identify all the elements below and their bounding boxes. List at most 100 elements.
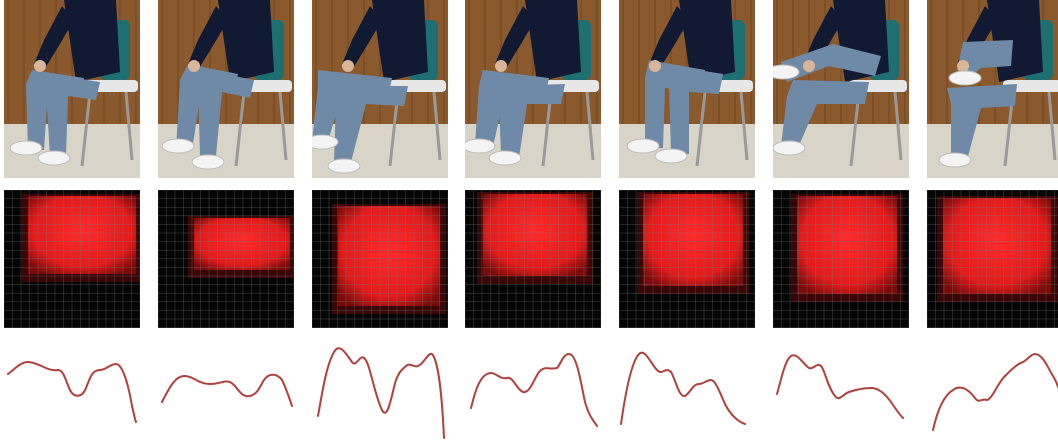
wood-grain <box>315 0 317 130</box>
posture-photo <box>465 0 601 178</box>
shoe <box>773 64 800 80</box>
pressure-curve <box>158 340 294 440</box>
arm <box>649 6 689 70</box>
wood-grain <box>596 0 598 130</box>
wood-grain <box>289 0 291 130</box>
pressure-curve-line <box>7 361 137 423</box>
wood-grain <box>225 0 227 130</box>
wood-grain <box>55 0 57 130</box>
chair-leg <box>541 91 553 167</box>
chair-leg <box>80 91 92 167</box>
pressure-curve-line <box>470 353 598 427</box>
chair-seat <box>1003 80 1058 92</box>
chair-leg <box>1047 91 1057 161</box>
wood-grain <box>532 0 534 130</box>
pressure-curve <box>773 340 909 440</box>
wood-grain <box>177 0 179 130</box>
leg <box>781 80 869 150</box>
pressure-region <box>194 218 290 270</box>
hand <box>495 60 507 72</box>
pressure-map <box>158 190 294 328</box>
shoe <box>654 148 688 164</box>
wood-grain <box>516 0 518 130</box>
shoe <box>9 140 43 156</box>
panel-column-upright <box>4 0 140 440</box>
pressure-curve <box>465 340 601 440</box>
pressure-curve-line <box>932 353 1058 431</box>
pressure-map <box>773 190 909 328</box>
leg <box>198 70 254 156</box>
chair-leg <box>234 91 246 167</box>
torso <box>372 0 428 82</box>
wood-grain <box>946 0 948 130</box>
leg <box>947 84 1017 160</box>
wood-grain <box>23 0 25 130</box>
chair-leg <box>849 91 861 167</box>
pressure-map <box>927 190 1058 328</box>
torso <box>64 0 120 82</box>
pressure-curve-line <box>620 351 746 425</box>
panel-column-legs-extended <box>312 0 448 440</box>
wood-grain <box>638 0 640 130</box>
shoe <box>626 138 660 154</box>
shoe <box>312 134 339 150</box>
shoe <box>191 154 225 170</box>
pressure-curve <box>927 340 1058 440</box>
chair-leg <box>739 91 749 161</box>
leg <box>669 66 723 154</box>
posture-photo <box>619 0 755 178</box>
panel-column-forward-lean <box>158 0 294 440</box>
pressure-region <box>797 196 897 294</box>
arm <box>495 6 535 70</box>
chair-leg <box>432 91 442 161</box>
leg <box>781 44 881 82</box>
chair-leg <box>695 91 707 167</box>
wood-grain <box>71 0 73 130</box>
pressure-curve <box>4 340 140 440</box>
wood-grain <box>331 0 333 130</box>
torso <box>525 0 581 82</box>
pressure-map <box>619 190 755 328</box>
posture-photo <box>4 0 140 178</box>
pressure-curve-line <box>161 373 293 407</box>
wood-grain <box>161 0 163 130</box>
wood-grain <box>750 0 752 130</box>
wood-grain <box>468 0 470 130</box>
posture-photo <box>312 0 448 178</box>
panel-column-left-leg-crossed <box>773 0 909 440</box>
shoe <box>161 138 195 154</box>
chair-leg <box>585 91 595 161</box>
pressure-map <box>465 190 601 328</box>
wood-grain <box>135 0 137 130</box>
pressure-curve <box>619 340 755 440</box>
chair-leg <box>124 91 134 161</box>
torso <box>679 0 735 82</box>
panel-column-right-leg-crossed <box>927 0 1058 440</box>
posture-photo <box>773 0 909 178</box>
shoe <box>488 150 522 166</box>
leg <box>499 84 565 158</box>
wood-grain <box>930 0 932 130</box>
wood-grain <box>443 0 445 130</box>
pressure-map <box>4 190 140 328</box>
posture-photo <box>927 0 1058 178</box>
leg <box>334 86 408 166</box>
pressure-curve-line <box>317 347 445 439</box>
posture-photo <box>158 0 294 178</box>
chair-leg <box>893 91 903 161</box>
hand <box>34 60 46 72</box>
leg <box>46 74 100 156</box>
wood-grain <box>363 0 365 130</box>
wood-grain <box>904 0 906 130</box>
shoe <box>37 150 71 166</box>
shoe <box>948 70 982 86</box>
pressure-region <box>943 198 1051 294</box>
wood-grain <box>209 0 211 130</box>
shoe <box>938 152 972 168</box>
pressure-region <box>483 194 587 276</box>
floor <box>927 124 1058 178</box>
shoe <box>327 158 361 174</box>
wood-grain <box>686 0 688 130</box>
pressure-region <box>338 206 440 306</box>
shoe <box>773 140 806 156</box>
